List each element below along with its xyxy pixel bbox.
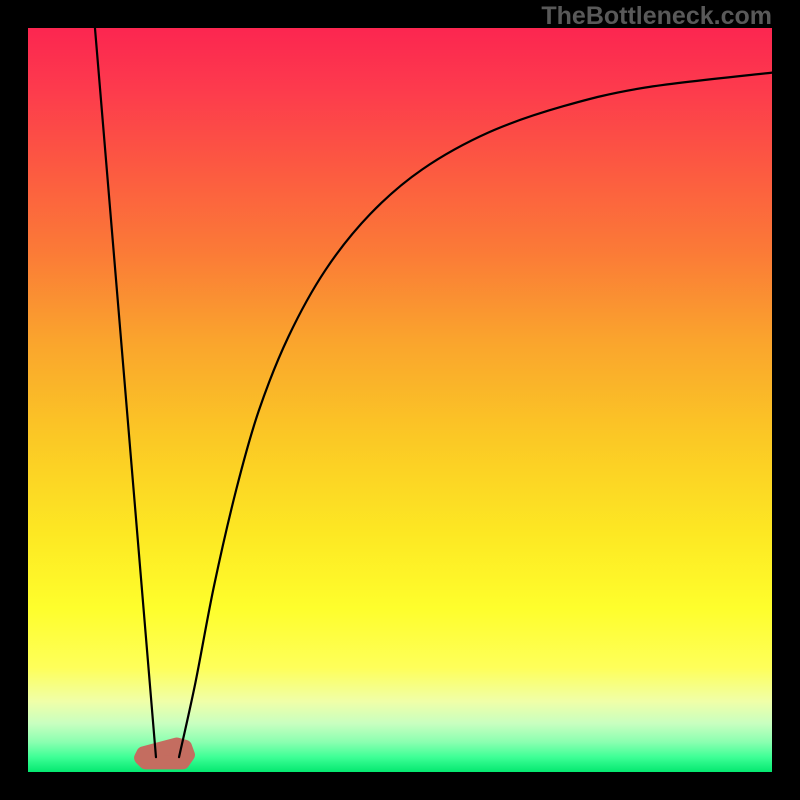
chart-frame: TheBottleneck.com — [0, 0, 800, 800]
chart-background — [28, 28, 772, 772]
watermark-text: TheBottleneck.com — [541, 2, 772, 31]
chart-svg — [0, 0, 800, 800]
